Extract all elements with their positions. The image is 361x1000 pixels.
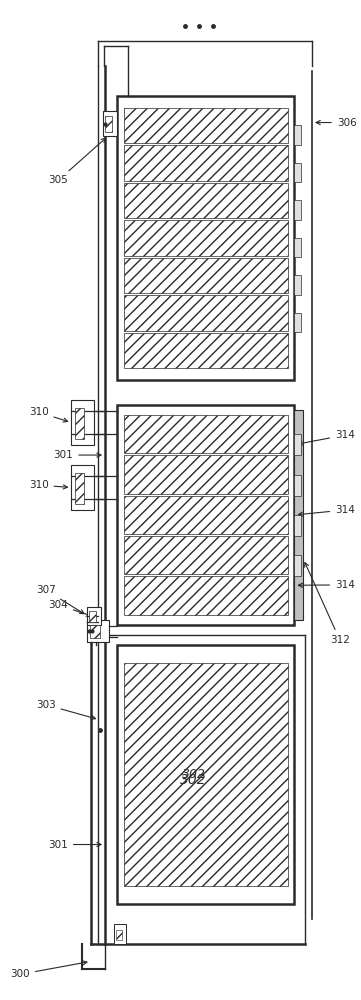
Text: 300: 300: [10, 961, 87, 979]
Bar: [294, 125, 301, 145]
Bar: [124, 496, 288, 534]
Text: 310: 310: [29, 407, 68, 422]
Text: 302: 302: [180, 773, 207, 787]
Bar: [294, 275, 301, 295]
Text: 304: 304: [48, 600, 91, 616]
Bar: [294, 200, 301, 220]
Bar: [294, 410, 303, 620]
Bar: [117, 645, 294, 904]
Bar: [294, 313, 301, 332]
Bar: [124, 576, 288, 615]
Bar: [116, 930, 122, 940]
Bar: [117, 96, 294, 380]
Bar: [124, 333, 288, 368]
Bar: [124, 183, 288, 218]
Bar: [103, 111, 117, 136]
Text: 303: 303: [36, 700, 96, 720]
Bar: [294, 434, 301, 455]
Text: 310: 310: [29, 480, 68, 490]
Text: 301: 301: [53, 450, 101, 460]
Text: 302: 302: [182, 768, 205, 781]
Text: 306: 306: [316, 118, 357, 128]
Bar: [117, 405, 294, 625]
Bar: [294, 163, 301, 182]
Bar: [124, 415, 288, 453]
Text: 301: 301: [48, 840, 101, 850]
Text: 307: 307: [36, 585, 84, 614]
Bar: [87, 620, 109, 642]
Bar: [105, 116, 112, 132]
Bar: [294, 238, 301, 257]
Bar: [75, 473, 84, 504]
Bar: [124, 145, 288, 181]
Bar: [294, 515, 301, 536]
Bar: [71, 465, 95, 510]
Bar: [124, 455, 288, 494]
Bar: [124, 220, 288, 256]
Bar: [75, 408, 84, 439]
Bar: [89, 611, 96, 622]
Bar: [294, 555, 301, 576]
Text: 312: 312: [305, 563, 350, 645]
Bar: [124, 258, 288, 293]
Bar: [124, 108, 288, 143]
Bar: [71, 400, 95, 445]
Bar: [294, 475, 301, 496]
Bar: [114, 924, 126, 944]
Bar: [124, 536, 288, 574]
Bar: [124, 295, 288, 331]
Bar: [124, 663, 288, 886]
Text: 305: 305: [48, 138, 106, 185]
Text: 314: 314: [299, 505, 355, 516]
Text: 314: 314: [298, 430, 355, 445]
Bar: [87, 607, 101, 625]
Bar: [90, 625, 100, 638]
Text: 314: 314: [299, 580, 355, 590]
